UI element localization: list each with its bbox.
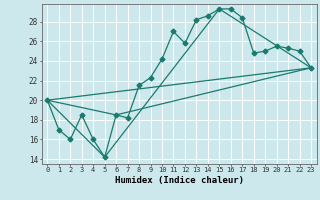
X-axis label: Humidex (Indice chaleur): Humidex (Indice chaleur)	[115, 176, 244, 185]
